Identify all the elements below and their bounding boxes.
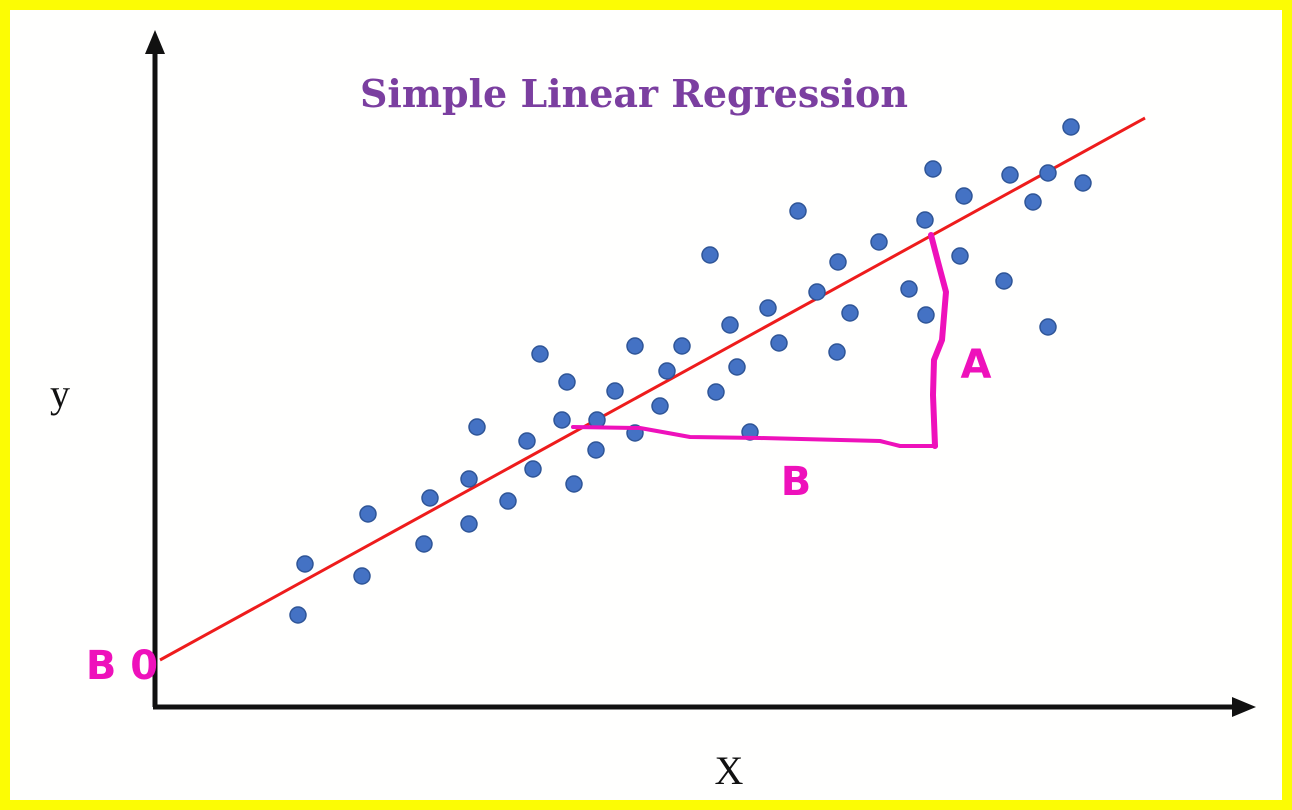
scatter-point	[955, 187, 973, 205]
scatter-point	[524, 460, 542, 478]
scatter-point	[353, 567, 371, 585]
scatter-point	[789, 202, 807, 220]
x-axis-arrow	[1232, 697, 1256, 717]
chart-title: Simple Linear Regression	[360, 71, 908, 116]
scatter-point	[1001, 166, 1019, 184]
scatter-point	[707, 383, 725, 401]
scatter-point	[626, 337, 644, 355]
scatter-point	[1039, 318, 1057, 336]
scatter-point	[924, 160, 942, 178]
scatter-point	[995, 272, 1013, 290]
scatter-point	[728, 358, 746, 376]
scatter-point	[606, 382, 624, 400]
scatter-point	[531, 345, 549, 363]
scatter-point	[553, 411, 571, 429]
scatter-point	[721, 316, 739, 334]
scatter-point	[587, 441, 605, 459]
scatter-point	[841, 304, 859, 322]
rise-label: A	[961, 342, 992, 388]
scatter-point	[829, 253, 847, 271]
scatter-point	[701, 246, 719, 264]
scatter-point	[870, 233, 888, 251]
scatter-point	[808, 283, 826, 301]
y-axis-arrow	[145, 30, 165, 54]
scatter-point	[289, 606, 307, 624]
scatter-point	[828, 343, 846, 361]
rise-bracket	[928, 232, 949, 449]
scatter-point	[1039, 164, 1057, 182]
scatter-point	[460, 515, 478, 533]
data-points	[289, 118, 1092, 624]
run-bracket	[571, 425, 938, 448]
scatter-point	[1024, 193, 1042, 211]
x-axis-label: X	[715, 748, 744, 793]
scatter-point	[415, 535, 433, 553]
scatter-point	[518, 432, 536, 450]
scatter-point	[916, 211, 934, 229]
y-axis-label: y	[50, 371, 70, 416]
scatter-point	[770, 334, 788, 352]
scatter-point	[565, 475, 583, 493]
scatter-point	[558, 373, 576, 391]
scatter-point	[658, 362, 676, 380]
regression-line	[159, 116, 1146, 662]
scatter-point	[468, 418, 486, 436]
scatter-point	[499, 492, 517, 510]
scatter-point	[917, 306, 935, 324]
scatter-point	[1062, 118, 1080, 136]
scatter-point	[296, 555, 314, 573]
scatter-point	[900, 280, 918, 298]
run-label: B	[781, 459, 812, 505]
scatter-point	[1074, 174, 1092, 192]
scatter-point	[359, 505, 377, 523]
scatter-point	[421, 489, 439, 507]
scatter-point	[651, 397, 669, 415]
scatter-point	[759, 299, 777, 317]
scatter-point	[460, 470, 478, 488]
intercept-label: B 0	[86, 643, 158, 689]
scatter-point	[951, 247, 969, 265]
scatter-point	[673, 337, 691, 355]
